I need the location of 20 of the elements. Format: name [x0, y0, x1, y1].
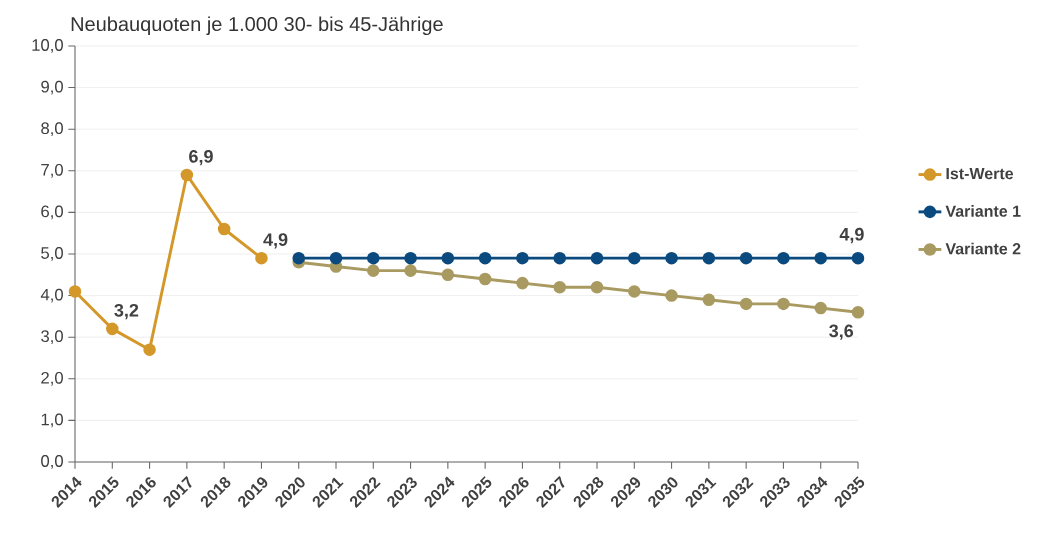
- data-label: 4,9: [839, 227, 864, 244]
- legend-label: Variante 1: [945, 205, 1021, 217]
- y-tick-label: 4,0: [40, 288, 63, 303]
- y-tick-label: 10,0: [32, 39, 63, 53]
- y-tick-label: 8,0: [41, 122, 63, 137]
- y-tick-label: 9,0: [41, 80, 63, 95]
- y-tick-label: 1,0: [41, 413, 63, 428]
- y-tick-label: 2,0: [41, 371, 63, 386]
- data-label: 3,6: [829, 324, 854, 340]
- legend-label: Ist-Werte: [946, 168, 1014, 180]
- y-tick-label: 0,0: [41, 455, 63, 469]
- data-label: 6,9: [189, 149, 213, 166]
- legend-label: Variante 2: [945, 242, 1021, 255]
- y-tick-label: 3,0: [41, 330, 63, 345]
- chart-title: Neubauquoten je 1.000 30- bis 45-Jährige: [71, 16, 443, 36]
- data-label: 3,2: [114, 303, 139, 320]
- y-tick-label: 7,0: [41, 163, 63, 178]
- y-tick-label: 5,0: [41, 247, 63, 261]
- data-label: 4,9: [263, 233, 288, 249]
- y-tick-label: 6,0: [41, 205, 63, 220]
